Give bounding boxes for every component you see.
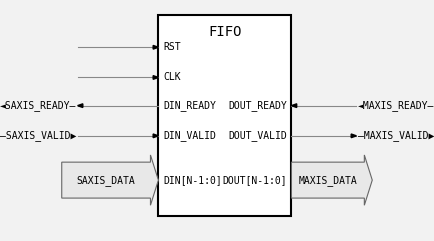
Text: RST: RST (163, 42, 181, 52)
Text: MAXIS_DATA: MAXIS_DATA (299, 175, 357, 186)
Polygon shape (292, 104, 297, 107)
Polygon shape (153, 76, 158, 79)
Text: FIFO: FIFO (208, 25, 242, 39)
Text: DIN_VALID: DIN_VALID (163, 130, 216, 141)
Polygon shape (78, 104, 83, 107)
Text: CLK: CLK (163, 73, 181, 82)
Polygon shape (153, 134, 158, 138)
Text: ◄SAXIS_READY—: ◄SAXIS_READY— (0, 100, 76, 111)
Text: DIN_READY: DIN_READY (163, 100, 216, 111)
Polygon shape (62, 155, 158, 205)
Text: —SAXIS_VALID▶: —SAXIS_VALID▶ (0, 130, 76, 141)
Polygon shape (351, 134, 356, 138)
Bar (158, 15, 292, 216)
Text: ◄MAXIS_READY—: ◄MAXIS_READY— (358, 100, 434, 111)
Text: DOUT_VALID: DOUT_VALID (228, 130, 287, 141)
Polygon shape (292, 155, 372, 205)
Text: —MAXIS_VALID▶: —MAXIS_VALID▶ (358, 130, 434, 141)
Text: SAXIS_DATA: SAXIS_DATA (77, 175, 135, 186)
Text: DOUT_READY: DOUT_READY (228, 100, 287, 111)
Polygon shape (153, 46, 158, 49)
Text: DOUT[N-1:0]: DOUT[N-1:0] (222, 175, 287, 185)
Text: DIN[N-1:0]: DIN[N-1:0] (163, 175, 222, 185)
